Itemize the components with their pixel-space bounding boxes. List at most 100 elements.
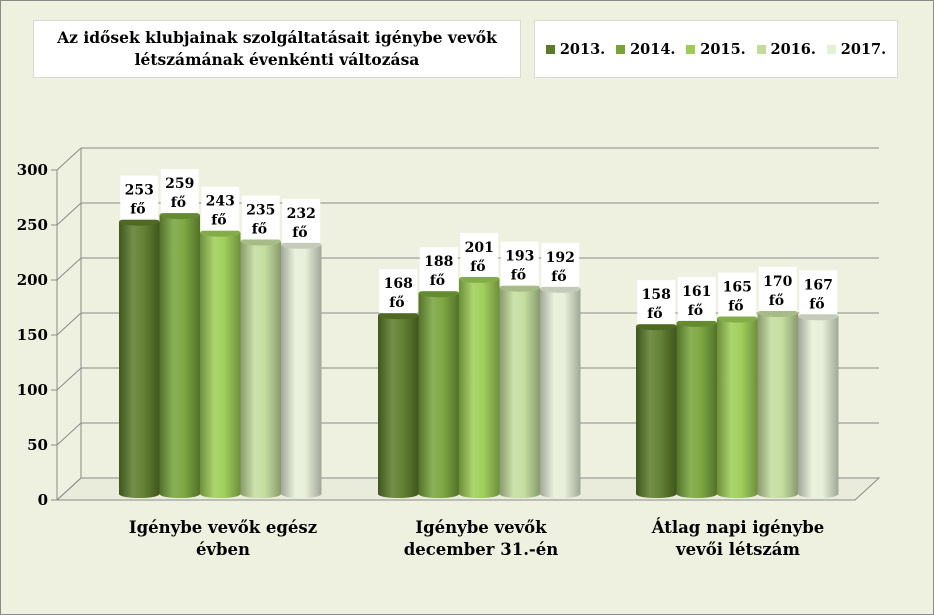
legend-swatch <box>686 44 696 54</box>
bar-body <box>240 241 281 498</box>
data-label-value: 192 <box>546 250 575 266</box>
y-tick-label: 100 <box>17 381 48 399</box>
data-label-value: 201 <box>465 240 494 256</box>
side-gridline <box>56 202 82 226</box>
bar-body <box>418 293 460 498</box>
legend-label: 2017. <box>840 40 887 58</box>
side-gridline <box>56 312 82 336</box>
x-category-label: Igénybe vevők egész <box>129 518 317 537</box>
data-label-value: 161 <box>682 284 711 300</box>
data-label-box <box>718 272 757 317</box>
legend-swatch <box>756 44 766 54</box>
data-label-box <box>201 186 240 231</box>
bar <box>240 237 281 498</box>
legend-swatch <box>545 44 555 54</box>
legend-item: 2013. <box>545 40 606 58</box>
data-label-box <box>282 198 321 243</box>
bar <box>200 228 241 498</box>
data-label-value: 232 <box>287 206 316 222</box>
legend-swatch <box>616 44 626 54</box>
data-label-box <box>419 247 458 292</box>
bar <box>418 289 460 498</box>
bar <box>281 240 322 498</box>
data-label-unit: fő <box>728 299 743 315</box>
bar <box>459 274 500 498</box>
bar-body <box>636 326 677 498</box>
x-category-label: évben <box>196 540 250 559</box>
data-label-value: 170 <box>763 274 792 290</box>
data-label-unit: fő <box>470 259 485 275</box>
legend-item: 2015. <box>686 41 746 58</box>
data-label-box <box>241 195 280 240</box>
x-category-label: Átlag napi igénybe <box>651 517 825 537</box>
x-category-label: Igénybe vevők <box>415 518 547 537</box>
data-label-unit: fő <box>171 195 186 211</box>
bar <box>499 283 540 498</box>
data-label-unit: fő <box>647 306 662 322</box>
bar <box>798 312 839 498</box>
legend: 2013. 2014. 2015. 2016. 2017. <box>534 20 898 78</box>
bar <box>378 311 419 498</box>
bar <box>159 211 200 498</box>
bar-body <box>378 315 419 498</box>
data-label-value: 158 <box>642 287 671 303</box>
y-tick-label: 200 <box>17 271 48 289</box>
bar <box>540 284 581 498</box>
side-gridline <box>56 477 82 501</box>
data-label-value: 188 <box>424 254 453 270</box>
data-label-box <box>677 276 716 321</box>
data-label-value: 259 <box>165 176 194 192</box>
data-label-value: 165 <box>723 280 752 296</box>
data-label-unit: fő <box>130 202 145 218</box>
bar-body <box>499 287 540 498</box>
data-label-box <box>460 232 499 277</box>
chart-title-line-1: Az idősek klubjainak szolgáltatásait igé… <box>57 28 497 47</box>
y-tick-label: 250 <box>17 216 48 234</box>
bar-body <box>717 318 758 498</box>
bar-body <box>798 316 839 498</box>
bar-body <box>757 313 798 498</box>
legend-item: 2014. <box>616 41 675 58</box>
data-label-box <box>120 175 159 220</box>
data-label-box <box>160 169 199 214</box>
bar-body <box>540 288 581 498</box>
side-gridline <box>56 147 82 171</box>
data-label-unit: fő <box>389 295 404 311</box>
legend-item: 2016. <box>756 40 816 58</box>
data-label-value: 243 <box>206 194 235 210</box>
data-label-unit: fő <box>211 213 226 229</box>
data-label-box <box>758 267 797 311</box>
bar-body <box>459 278 500 498</box>
data-label-box <box>799 270 838 315</box>
data-label-unit: fő <box>688 303 703 319</box>
bar-body <box>200 232 241 498</box>
data-label-box <box>379 269 418 314</box>
chart-title-box: Az idősek klubjainak szolgáltatásait igé… <box>33 20 521 78</box>
bar <box>119 217 160 498</box>
x-category-label: december 31.-én <box>404 540 559 559</box>
data-label-value: 167 <box>804 277 833 293</box>
bar <box>717 314 758 498</box>
y-tick-label: 300 <box>17 161 48 179</box>
data-label-unit: fő <box>551 269 566 285</box>
data-label-box <box>637 280 676 325</box>
legend-label: 2013. <box>559 40 606 58</box>
y-tick-label: 50 <box>27 436 48 454</box>
data-label-value: 193 <box>505 249 534 265</box>
y-tick-label: 150 <box>17 326 48 344</box>
data-label-unit: fő <box>252 222 267 238</box>
side-gridline <box>56 257 82 281</box>
data-label-box <box>500 241 539 286</box>
x-category-label: vevői létszám <box>675 540 800 559</box>
legend-swatch <box>826 44 836 54</box>
data-label-unit: fő <box>511 268 526 284</box>
data-label-unit: fő <box>769 293 784 309</box>
legend-label: 2016. <box>770 40 816 58</box>
y-tick-label: 0 <box>38 491 48 509</box>
data-label-unit: fő <box>292 225 307 241</box>
bar <box>676 318 717 498</box>
bar <box>636 322 677 498</box>
bar-body <box>676 322 717 498</box>
